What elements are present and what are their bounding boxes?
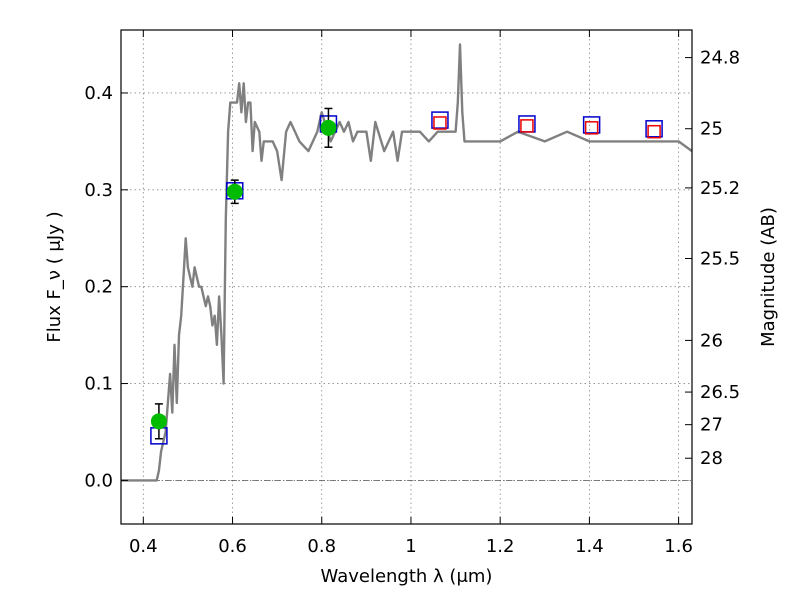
x-tick-label: 0.4 bbox=[129, 536, 158, 557]
x-tick-label: 1.6 bbox=[664, 536, 693, 557]
model-point-red bbox=[584, 121, 599, 135]
x-axis-label: Wavelength λ (μm) bbox=[321, 566, 493, 587]
x-tick-label: 1.4 bbox=[575, 536, 604, 557]
sed-line bbox=[121, 43, 693, 482]
observed-point bbox=[226, 183, 243, 200]
y-tick-label: 0.1 bbox=[84, 374, 113, 395]
right-tick-label: 25.5 bbox=[700, 249, 740, 270]
y-tick-label: 0.0 bbox=[84, 470, 113, 491]
x-tick-label: 1.2 bbox=[486, 536, 515, 557]
x-tick-label: 1 bbox=[405, 536, 416, 557]
right-tick-label: 25.2 bbox=[700, 178, 740, 199]
y-tick-label: 0.3 bbox=[84, 180, 113, 201]
plot-frame bbox=[120, 29, 693, 525]
model-point-blue bbox=[431, 111, 449, 129]
y-axis-label-left: Flux F_ν ( μJy ) bbox=[44, 211, 65, 342]
observed-point bbox=[150, 413, 167, 430]
observed-point bbox=[320, 119, 337, 136]
right-tick-label: 28 bbox=[700, 448, 723, 469]
model-point-red bbox=[647, 124, 661, 139]
model-point-blue bbox=[645, 120, 663, 138]
photometry-points bbox=[150, 107, 663, 445]
model-point-red bbox=[520, 119, 534, 133]
right-tick-label: 26 bbox=[700, 330, 723, 351]
x-tick-label: 0.8 bbox=[307, 536, 336, 557]
right-tick-label: 25 bbox=[700, 119, 723, 140]
model-point-red bbox=[433, 116, 447, 130]
grid bbox=[121, 30, 692, 524]
right-tick-label: 27 bbox=[700, 415, 723, 436]
axis-ticks: 0.4 0.6 0.8 1 1.2 1.4 1.6 0.0 0.1 0.2 0.3 0.4 24.8 25… bbox=[84, 30, 740, 557]
model-point-blue bbox=[582, 116, 601, 134]
right-tick-label: 24.8 bbox=[700, 48, 740, 69]
y-tick-label: 0.4 bbox=[84, 83, 113, 104]
axis-labels: Wavelength λ (μm) Flux F_ν ( μJy ) Magni… bbox=[44, 207, 779, 587]
right-tick-label: 26.5 bbox=[700, 382, 740, 403]
sed-line-group bbox=[121, 43, 693, 482]
y-tick-label: 0.2 bbox=[84, 277, 113, 298]
x-tick-label: 0.6 bbox=[218, 536, 247, 557]
y-axis-label-right: Magnitude (AB) bbox=[758, 207, 779, 347]
